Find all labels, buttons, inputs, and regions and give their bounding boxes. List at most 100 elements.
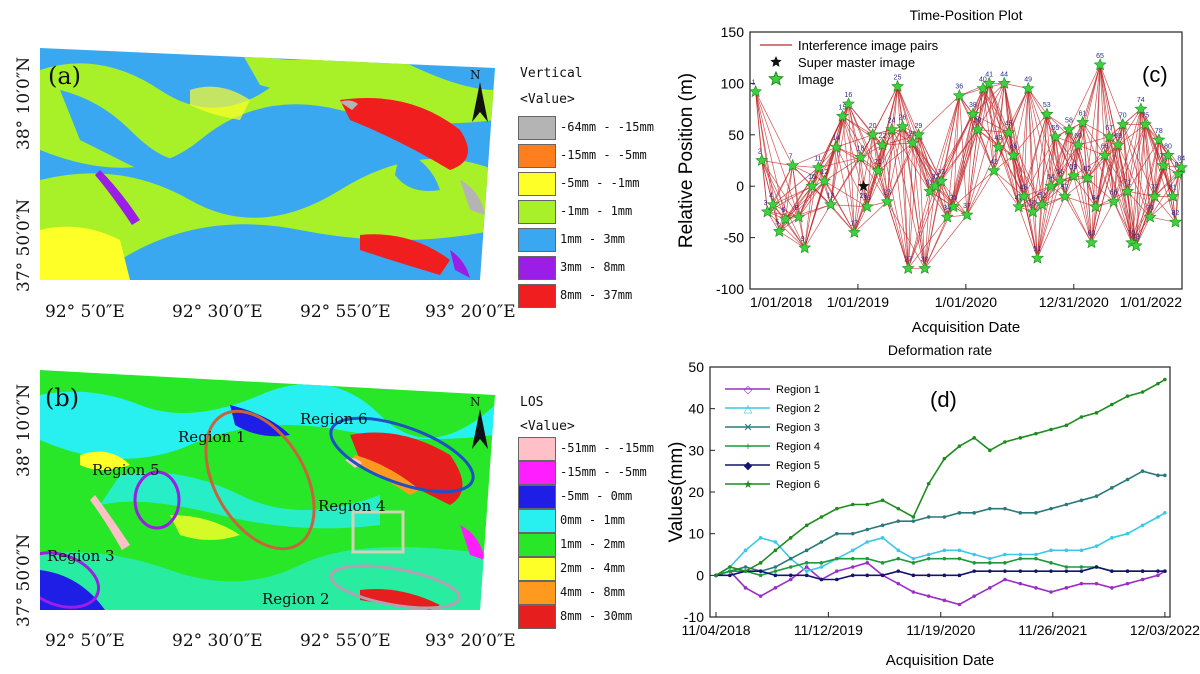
region-4-box [351,510,405,554]
legend-b-swatch-7 [518,581,556,605]
pair-line [886,126,903,202]
chart-c-panel-label: (c) [1142,62,1168,87]
y-tick-b-2: 38° 10′0″N [14,383,34,477]
pair-line [897,86,909,269]
image-point-54 [1044,179,1058,192]
panel-b-label: (b) [45,384,80,412]
pair-line [755,91,793,166]
d-legend-label-1: Region 1 [776,384,820,396]
d-legend-label-6: Region 6 [776,479,820,491]
series-point-region-5 [1079,569,1084,573]
d-xtick-label-4: 12/03/2022 [1130,622,1200,638]
series-point-region-3 [850,531,855,536]
image-label-70: 70 [1119,113,1127,120]
series-point-region-4 [850,556,855,561]
image-point-49 [1021,81,1035,95]
image-label-25: 25 [894,74,902,81]
d-ytick-label-6: 50 [688,359,704,375]
pair-line [830,204,855,233]
series-point-region-3 [1125,477,1130,482]
series-point-region-6 [957,444,962,448]
pair-line [1113,145,1119,202]
pair-line [935,95,960,187]
image-point-82 [1169,215,1182,228]
c-ytick-label-0: -100 [716,281,744,297]
d-ytick-label-1: 0 [696,567,704,583]
pair-line [977,129,999,148]
series-point-region-6 [942,456,947,461]
series-point-region-4 [926,556,931,561]
pair-line [953,95,960,207]
series-point-region-1 [1079,581,1084,586]
pair-line [772,165,793,205]
pair-line [1073,175,1092,243]
image-point-9 [798,241,812,254]
time-position-plot: Time-Position Plot Acquisition Date Relati… [676,7,1188,336]
pair-line [1117,124,1146,146]
d-ytick-label-5: 40 [688,401,704,417]
pair-line [982,88,995,171]
image-label-40: 40 [979,77,987,84]
pair-line [872,86,898,135]
image-point-38 [966,107,980,120]
pair-line [1027,88,1043,205]
pair-line [1095,191,1128,208]
series-point-region-2 [942,548,947,553]
series-point-region-1 [1034,586,1038,590]
pair-line [918,95,960,136]
series-point-region-5 [880,573,885,578]
image-point-41 [982,76,996,89]
pair-line [1013,88,1029,156]
image-point-39 [971,122,985,136]
image-label-15: 15 [839,104,847,111]
series-point-region-4 [835,556,839,561]
pair-line [854,157,861,233]
pair-line [988,83,1010,133]
series-point-region-6 [773,548,778,553]
pair-line [761,160,793,166]
image-label-49: 49 [1024,77,1032,84]
pair-line [1008,132,1020,207]
pair-line [998,83,1005,148]
series-point-region-5 [1156,569,1160,573]
series-point-region-1 [835,569,839,573]
region-5-ellipse [133,470,181,530]
pair-line [1041,129,1070,205]
series-point-region-3 [1163,473,1167,478]
series-point-region-5 [865,573,870,578]
d-legend-label-2: Region 2 [776,403,820,415]
series-point-region-6 [911,515,916,519]
chart-d-xlabel: Acquisition Date [886,652,994,669]
panel-a-label: (a) [48,62,82,90]
c-legend-pairs: Interference image pairs [798,38,939,53]
d-legend-label-4: Region 4 [776,441,820,453]
legend-a-swatch-3 [518,172,556,196]
series-point-region-5 [988,569,992,573]
region-3-ellipse [40,551,101,609]
pair-line [935,186,948,218]
image-label-67: 67 [1105,125,1113,132]
image-label-46: 46 [1009,143,1017,150]
legend-b-label-5: 1mm - 2mm [560,537,626,551]
series-point-region-6 [819,515,824,519]
image-point-16 [842,97,855,110]
pair-line [877,129,892,171]
region-5-label: Region 5 [92,461,160,479]
image-point-79 [1156,158,1170,172]
pair-line [1068,129,1092,243]
series-point-region-5 [942,573,947,578]
image-point-62 [1080,171,1094,184]
image-point-17 [847,225,861,238]
pair-line [804,186,813,248]
pair-line [886,201,909,269]
pair-line [872,134,879,171]
pair-line [1046,114,1052,187]
d-legend-marker-1: ◇ [744,384,753,396]
pair-line [1068,129,1074,176]
series-point-region-1 [1003,577,1007,582]
series-point-region-5 [1003,569,1007,573]
image-label-14: 14 [832,135,840,142]
series-point-region-3 [988,506,992,511]
pair-line [792,146,837,166]
pair-line [848,103,855,233]
